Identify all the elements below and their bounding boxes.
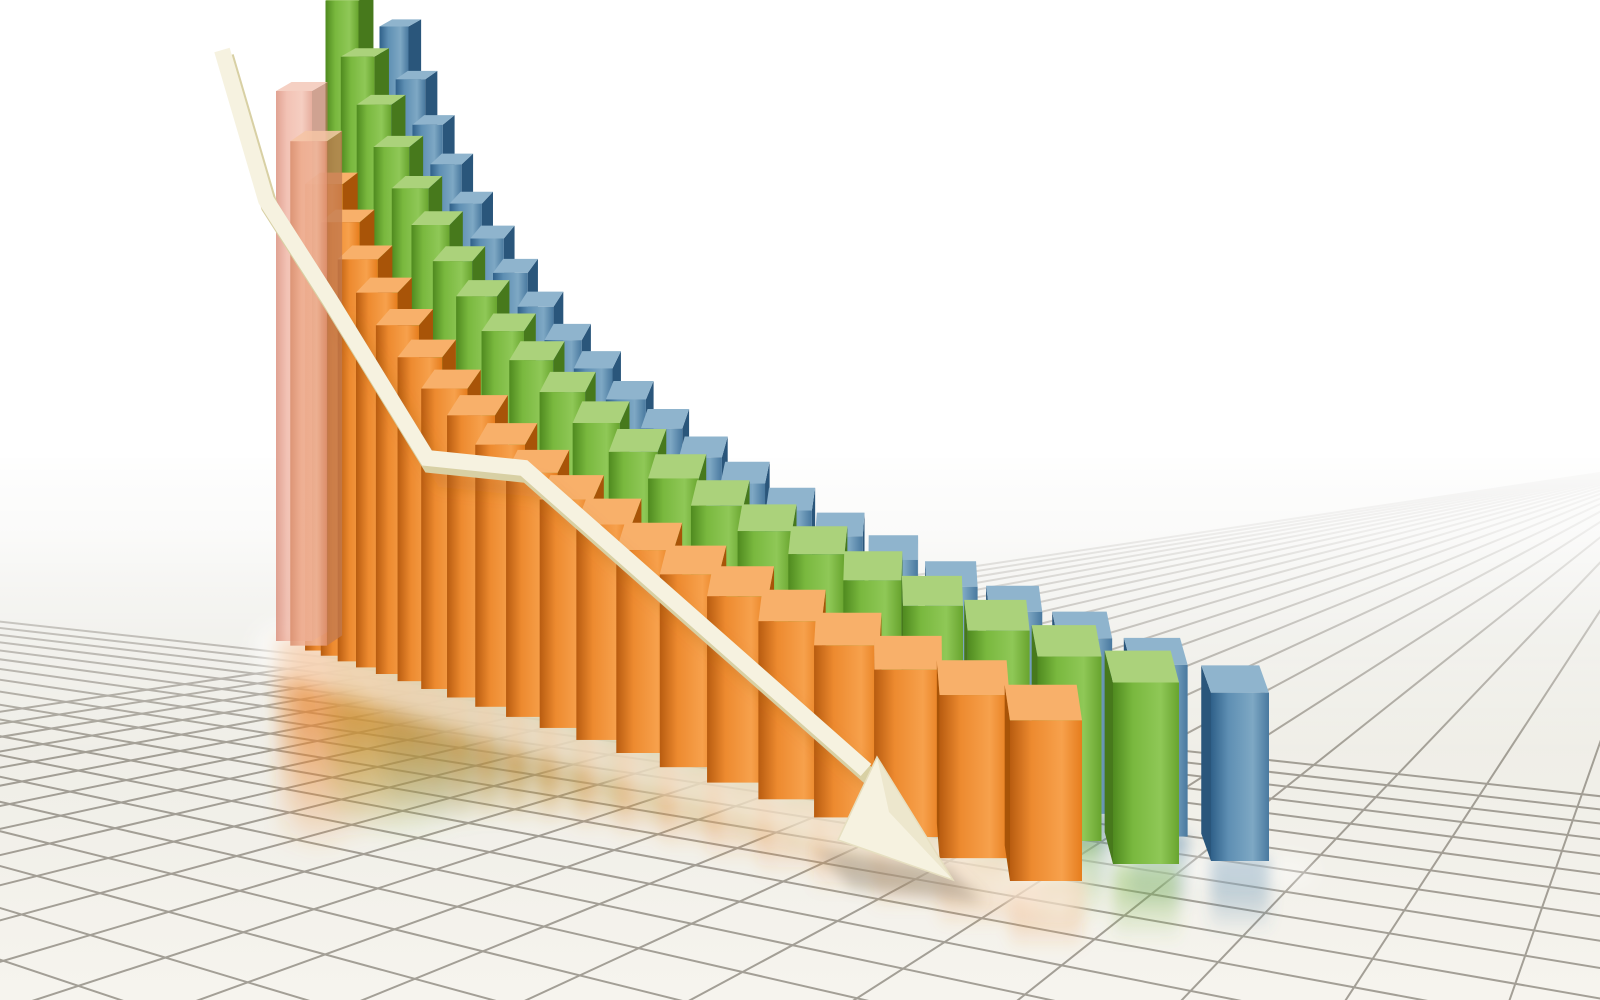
bar-orange-translucent-1 bbox=[290, 130, 343, 646]
bar-green-21 bbox=[1104, 650, 1179, 864]
arrowhead-shadow bbox=[816, 850, 982, 902]
arrow-ribbon bbox=[214, 47, 872, 776]
bar-blue-21 bbox=[1201, 665, 1269, 861]
arrowhead-shade-face bbox=[877, 757, 953, 880]
bar-orange-21 bbox=[1004, 684, 1082, 881]
bar-orange-20 bbox=[936, 660, 1010, 859]
